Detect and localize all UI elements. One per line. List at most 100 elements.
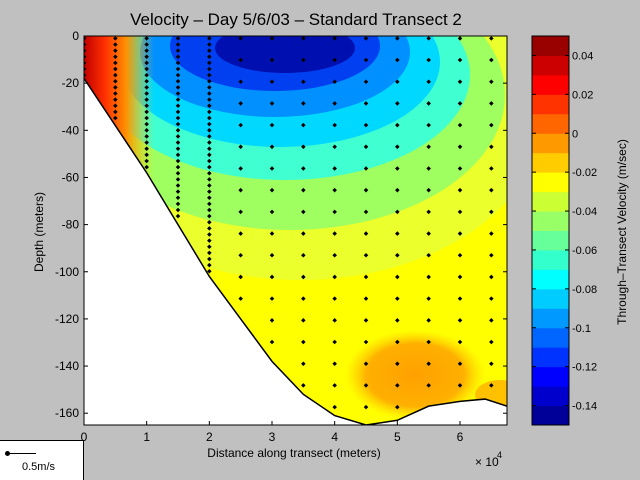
- scale-arrow: [8, 453, 36, 454]
- station-sample: [332, 318, 337, 323]
- colorbar-band: [532, 36, 569, 56]
- x-axis-label: Distance along transect (meters): [207, 446, 380, 460]
- colorbar-tick-label: -0.14: [572, 401, 597, 413]
- station-sample: [301, 318, 306, 323]
- station-sample: [238, 296, 243, 301]
- station-sample: [84, 66, 87, 72]
- y-tick-label: -40: [62, 123, 80, 137]
- y-tick-label: -60: [62, 170, 80, 184]
- station-sample: [207, 121, 212, 127]
- x-tick-label: 2: [206, 430, 213, 444]
- station-sample: [457, 339, 463, 345]
- bottom-profile-line: [84, 78, 507, 425]
- station-sample: [426, 383, 431, 388]
- station-sample: [207, 103, 212, 109]
- station-sample: [301, 274, 306, 280]
- colorbar-band: [532, 230, 569, 251]
- measurement-stations: [84, 36, 494, 410]
- station-sample: [238, 57, 243, 63]
- station-sample: [457, 383, 463, 388]
- station-sample: [363, 361, 369, 366]
- station-sample: [426, 209, 431, 215]
- station-sample: [457, 274, 463, 280]
- chart-title: Velocity – Day 5/6/03 – Standard Transec…: [130, 10, 462, 29]
- station-sample: [489, 318, 494, 323]
- station-sample: [113, 36, 118, 41]
- colorbar-band: [532, 308, 569, 329]
- colorbar-band: [532, 249, 569, 270]
- station-sample: [332, 166, 337, 171]
- station-sample: [363, 274, 369, 280]
- colorbar-band: [532, 94, 569, 115]
- station-sample: [269, 339, 275, 345]
- station-sample: [207, 109, 212, 115]
- station-sample: [426, 101, 431, 106]
- station-sample: [301, 252, 306, 258]
- station-sample: [363, 404, 369, 410]
- station-sample: [489, 274, 494, 280]
- station-8: [332, 36, 337, 410]
- station-sample: [457, 296, 463, 301]
- y-tick-label: -100: [55, 265, 79, 279]
- station-sample: [207, 72, 212, 78]
- station-sample: [363, 339, 369, 345]
- station-sample: [84, 36, 87, 41]
- colorbar-tick-label: -0.1: [572, 323, 591, 335]
- colorbar-tick-label: -0.02: [572, 167, 597, 179]
- y-tick-label: -120: [55, 312, 79, 326]
- x-tick-label: 6: [457, 430, 464, 444]
- station-sample: [332, 252, 337, 258]
- station-sample: [175, 36, 181, 41]
- station-sample: [301, 339, 306, 345]
- station-sample: [426, 187, 431, 193]
- colorbar-band: [532, 172, 569, 193]
- station-sample: [207, 91, 212, 96]
- colorbar-band: [532, 74, 569, 95]
- y-tick-label: 0: [72, 29, 79, 43]
- station-sample: [238, 274, 243, 280]
- scale-arrow-head: [5, 451, 10, 456]
- station-sample: [426, 339, 431, 345]
- station-sample: [269, 274, 275, 280]
- station-sample: [207, 66, 212, 72]
- y-tick-label: -140: [55, 359, 79, 373]
- station-sample: [457, 252, 463, 258]
- y-tick-label: -80: [62, 218, 80, 232]
- station-sample: [489, 252, 494, 258]
- station-sample: [426, 231, 431, 236]
- station-sample: [395, 274, 400, 280]
- y-tick-label: -20: [62, 76, 80, 90]
- station-sample: [332, 339, 337, 345]
- station-sample: [457, 318, 463, 323]
- colorbar-band: [532, 113, 569, 134]
- colorbar-label: Through–Transect Velocity (m/sec): [615, 139, 629, 325]
- station-sample: [426, 274, 431, 280]
- x-multiplier: × 10: [475, 455, 499, 469]
- y-tick-label: -160: [55, 406, 79, 420]
- station-sample: [301, 361, 306, 366]
- x-axis: 0 1 2 3 4 5 6: [81, 36, 464, 444]
- station-sample: [332, 57, 337, 63]
- field-core: [215, 36, 355, 73]
- x-tick-label: 3: [269, 430, 276, 444]
- station-sample: [301, 296, 306, 301]
- y-axis-label: Depth (meters): [32, 192, 46, 272]
- station-sample: [332, 231, 337, 236]
- station-sample: [363, 296, 369, 301]
- velocity-scale-legend: 0.5m/s: [0, 440, 84, 480]
- station-sample: [426, 361, 431, 366]
- station-11: [426, 36, 431, 388]
- colorbar-band: [532, 191, 569, 212]
- colorbar: [532, 36, 569, 426]
- colorbar-band: [532, 133, 569, 154]
- station-sample: [489, 383, 494, 388]
- station-sample: [144, 60, 149, 66]
- colorbar-band: [532, 152, 569, 173]
- colorbar-tick-label: -0.08: [572, 284, 597, 296]
- colorbar-band: [532, 347, 569, 368]
- colorbar-tick-label: -0.04: [572, 206, 597, 218]
- station-sample: [426, 79, 431, 84]
- station-sample: [332, 209, 337, 215]
- station-sample: [332, 361, 337, 366]
